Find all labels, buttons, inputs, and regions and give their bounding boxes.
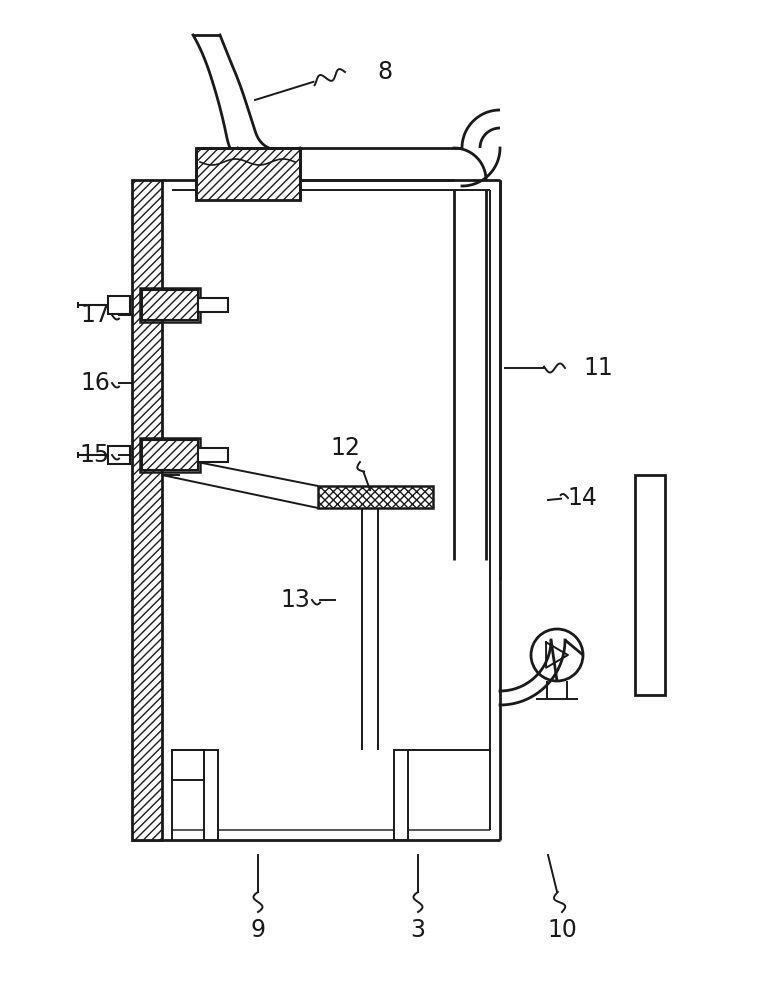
Text: 13: 13 (280, 588, 310, 612)
Text: 17: 17 (80, 303, 110, 327)
Bar (142, 440, 198, 470)
Bar (196, 148, 300, 200)
Text: 9: 9 (250, 918, 266, 942)
Bar (318, 486, 433, 508)
Text: 14: 14 (567, 486, 597, 510)
Bar (140, 438, 200, 472)
Bar (635, 475, 665, 695)
Bar (142, 290, 198, 320)
Bar (394, 750, 408, 840)
Bar (204, 750, 218, 840)
Text: 11: 11 (583, 356, 613, 380)
Text: 16: 16 (80, 371, 110, 395)
Bar (198, 298, 228, 312)
Text: 15: 15 (80, 443, 110, 467)
Text: 10: 10 (547, 918, 577, 942)
Bar (132, 180, 162, 840)
Bar (198, 448, 228, 462)
Text: 3: 3 (411, 918, 425, 942)
Text: 8: 8 (377, 60, 393, 84)
Bar (108, 296, 130, 314)
Text: 12: 12 (330, 436, 360, 460)
Bar (108, 446, 130, 464)
Bar (140, 288, 200, 322)
Bar (172, 750, 204, 780)
